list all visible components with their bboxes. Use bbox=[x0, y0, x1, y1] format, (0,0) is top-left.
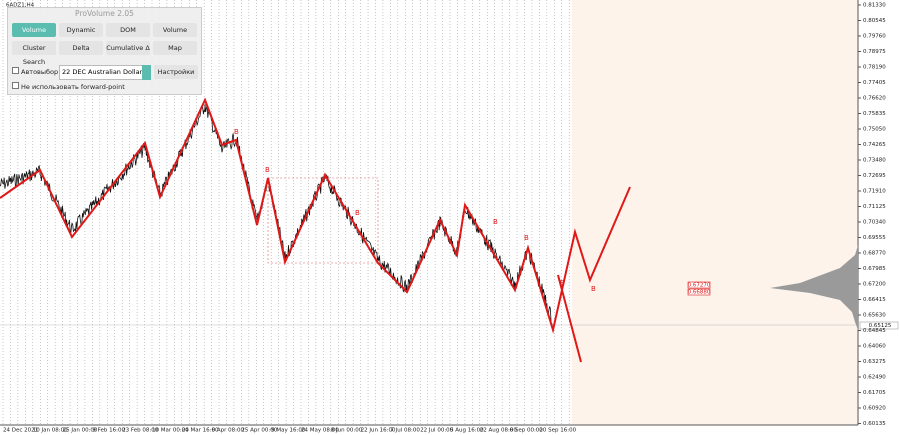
price-label: 0.79760 bbox=[863, 34, 886, 40]
tool-button[interactable]: Cluster Search bbox=[12, 41, 56, 66]
volume-profile bbox=[770, 245, 858, 330]
price-label: 0.78975 bbox=[863, 49, 886, 55]
tool-button[interactable]: Map bbox=[153, 41, 197, 55]
price-label: 0.63275 bbox=[863, 359, 886, 365]
instrument: 22 DEC Australian Dollar bbox=[62, 68, 143, 76]
time-label: 10 Mar 00:00 bbox=[152, 428, 189, 434]
symbol: 6ADZ1,H4 bbox=[6, 3, 35, 9]
price-label: 0.61705 bbox=[863, 390, 886, 396]
price-label: 0.74265 bbox=[863, 142, 886, 148]
tool-button[interactable]: Dynamic POC bbox=[59, 23, 103, 48]
tool-button[interactable]: Volume bbox=[153, 23, 197, 37]
range-box bbox=[267, 177, 379, 264]
price-label: 0.71125 bbox=[863, 204, 886, 210]
time-label: 8 Jun 00:00 bbox=[331, 428, 363, 434]
price-label: 0.76620 bbox=[863, 96, 886, 102]
level-box bbox=[687, 281, 711, 289]
price-label: 0.69555 bbox=[863, 235, 886, 241]
wave-mark: B bbox=[234, 128, 239, 136]
time-label: 20 Sep 16:00 bbox=[539, 428, 576, 434]
time-label: 6 Sep 00:00 bbox=[510, 428, 544, 434]
zigzag bbox=[0, 97, 631, 334]
auto-select[interactable]: Автовыбор bbox=[12, 67, 58, 76]
time-label: 22 Jun 16:00 bbox=[361, 428, 396, 434]
price-label: 0.64060 bbox=[863, 344, 886, 350]
time-label: 24 Dec 2021 bbox=[3, 428, 38, 434]
tool-button[interactable]: Volume Profile bbox=[12, 23, 56, 48]
time-label: 25 Apr 00:00 bbox=[241, 428, 277, 434]
projection bbox=[557, 274, 582, 363]
time-label: 25 Jan 00:00 bbox=[63, 428, 98, 434]
time-label: 24 Mar 16:00 bbox=[182, 428, 219, 434]
price-label: 0.71910 bbox=[863, 189, 886, 195]
time-label: 7 Jul 08:00 bbox=[390, 428, 420, 434]
time-label: 24 May 08:00 bbox=[301, 428, 339, 434]
instrument-select[interactable]: 22 DEC Australian Dollar bbox=[59, 65, 148, 80]
price-label: 0.67200 bbox=[863, 282, 886, 288]
wave-mark: B bbox=[493, 218, 498, 226]
price-label: 0.67985 bbox=[863, 266, 886, 272]
time-label: 22 Jul 00:00 bbox=[420, 428, 453, 434]
panel-title: ProVolume 2.05 bbox=[75, 9, 134, 18]
price-label: 0.62490 bbox=[863, 375, 886, 381]
wave-mark: B bbox=[560, 279, 565, 287]
wave-mark: B bbox=[265, 166, 270, 174]
tool-button[interactable]: Cumulative Δ bbox=[106, 41, 150, 55]
price-label: 0.60135 bbox=[863, 421, 886, 427]
price-label: 0.60920 bbox=[863, 406, 886, 412]
current-price-box bbox=[859, 321, 899, 330]
dropdown-arrow[interactable] bbox=[142, 65, 151, 80]
price-label: 0.65630 bbox=[863, 313, 886, 319]
time-label: 9 Feb 16:00 bbox=[92, 428, 125, 434]
price-label: 0.66415 bbox=[863, 297, 886, 303]
price-label: 0.73480 bbox=[863, 158, 886, 164]
provolume-panel: ProVolume 2.05 Volume ProfileDynamic POC… bbox=[7, 7, 202, 95]
wave-mark: B bbox=[355, 209, 360, 217]
wave-mark: B bbox=[524, 234, 529, 242]
price-label: 0.78190 bbox=[863, 65, 886, 71]
level-box bbox=[687, 288, 711, 296]
price-label: 0.80545 bbox=[863, 18, 886, 24]
tool-button[interactable]: DOM bbox=[106, 23, 150, 37]
price-label: 0.77405 bbox=[863, 80, 886, 86]
price-label: 0.72695 bbox=[863, 173, 886, 179]
level-label: 0.66880 bbox=[688, 290, 711, 296]
current-price: 0.65125 bbox=[869, 323, 892, 329]
forward-point-label: Не использовать forward-point bbox=[21, 83, 125, 91]
time-label: 5 Aug 16:00 bbox=[450, 428, 484, 434]
time-label: 8 Apr 08:00 bbox=[212, 428, 245, 434]
wave-mark: B bbox=[591, 285, 596, 293]
future-area bbox=[572, 0, 858, 425]
price-label: 0.64845 bbox=[863, 328, 886, 334]
price-label: 0.81330 bbox=[863, 3, 886, 9]
price-label: 0.75835 bbox=[863, 111, 886, 117]
price-label: 0.68770 bbox=[863, 251, 886, 257]
forward-point[interactable]: Не использовать forward-point bbox=[12, 82, 125, 91]
time-label: 23 Feb 08:00 bbox=[122, 428, 159, 434]
price-label: 0.70340 bbox=[863, 220, 886, 226]
time-label: 22 Aug 08:00 bbox=[480, 428, 518, 434]
time-label: 10 Jan 08:00 bbox=[33, 428, 68, 434]
price-label: 0.75050 bbox=[863, 127, 886, 133]
time-label: 9 May 16:00 bbox=[271, 428, 306, 434]
price-axis bbox=[858, 0, 900, 435]
level-label: 0.67270 bbox=[688, 283, 711, 289]
tool-button[interactable]: Delta bbox=[59, 41, 103, 55]
auto-select-label: Автовыбор bbox=[21, 68, 59, 76]
settings-button[interactable]: Настройки bbox=[154, 65, 198, 79]
